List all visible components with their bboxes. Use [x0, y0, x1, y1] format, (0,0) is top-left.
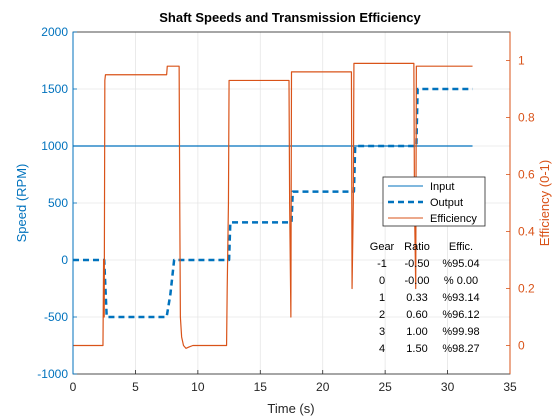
gear-cell: 4	[379, 343, 385, 355]
effic-header: Effic.	[449, 241, 473, 253]
gear-header: Gear	[370, 241, 395, 253]
effic-cell: % 0.00	[444, 275, 478, 287]
axes: 0 5 10 15 20 25 30 35-1000-50005001000150020000…	[37, 25, 535, 394]
y-right-tick-label: 1	[518, 54, 525, 68]
gear-cell: -1	[377, 258, 387, 270]
ratio-cell: 0.33	[406, 292, 427, 304]
x-tick-label: 10	[191, 380, 205, 394]
y-left-tick-label: 2000	[41, 25, 68, 39]
y-left-tick-label: -500	[44, 310, 68, 324]
legend-label-output: Output	[430, 197, 463, 209]
y-right-tick-label: 0.8	[518, 111, 535, 125]
x-tick-label: 20	[316, 380, 330, 394]
y-left-tick-label: -1000	[37, 367, 68, 381]
gear-cell: 2	[379, 309, 385, 321]
x-tick-label: 15	[254, 380, 268, 394]
x-tick-label: 35	[503, 380, 517, 394]
y-axis-left-title: Speed (RPM)	[14, 164, 29, 243]
ratio-cell: 1.00	[406, 326, 427, 338]
x-tick-label: 5	[132, 380, 139, 394]
chart-title: Shaft Speeds and Transmission Efficiency	[159, 10, 421, 25]
gear-cell: 0	[379, 275, 385, 287]
plot-area	[73, 62, 473, 349]
legend: Input Output Efficiency	[382, 176, 486, 227]
y-left-tick-label: 0	[61, 253, 68, 267]
x-axis-title: Time (s)	[267, 401, 314, 416]
ratio-header: Ratio	[404, 241, 430, 253]
effic-cell: %99.98	[442, 326, 479, 338]
y-axis-right-title: Efficiency (0-1)	[537, 160, 552, 246]
legend-label-efficiency: Efficiency	[430, 213, 477, 225]
gear-cell: 1	[379, 292, 385, 304]
ratio-cell: 1.50	[406, 343, 427, 355]
y-right-tick-label: 0.2	[518, 282, 535, 296]
series-line-efficiency	[73, 62, 473, 349]
y-right-tick-label: 0.4	[518, 225, 535, 239]
gear-table-rows: -1 -0.50 %95.04 0 -0.00 % 0.00 1 0.33 %93.14 2 0.6…	[377, 258, 480, 355]
x-tick-label: 30	[441, 380, 455, 394]
y-right-tick-label: 0	[518, 339, 525, 353]
y-left-tick-label: 500	[48, 196, 68, 210]
ratio-cell: 0.60	[406, 309, 427, 321]
ratio-cell: -0.00	[404, 275, 429, 287]
ratio-cell: -0.50	[404, 258, 429, 270]
y-right-tick-label: 0.6	[518, 168, 535, 182]
y-left-tick-label: 1000	[41, 139, 68, 153]
x-tick-label: 25	[378, 380, 392, 394]
gear-table-annotation: Gear Ratio Effic. -1 -0.50 %95.04 0 -0.00 % 0…	[370, 241, 480, 355]
legend-label-input: Input	[430, 181, 454, 193]
effic-cell: %93.14	[442, 292, 479, 304]
effic-cell: %96.12	[442, 309, 479, 321]
effic-cell: %98.27	[442, 343, 479, 355]
gear-cell: 3	[379, 326, 385, 338]
y-left-tick-label: 1500	[41, 82, 68, 96]
x-tick-label: 0	[70, 380, 77, 394]
effic-cell: %95.04	[442, 258, 479, 270]
